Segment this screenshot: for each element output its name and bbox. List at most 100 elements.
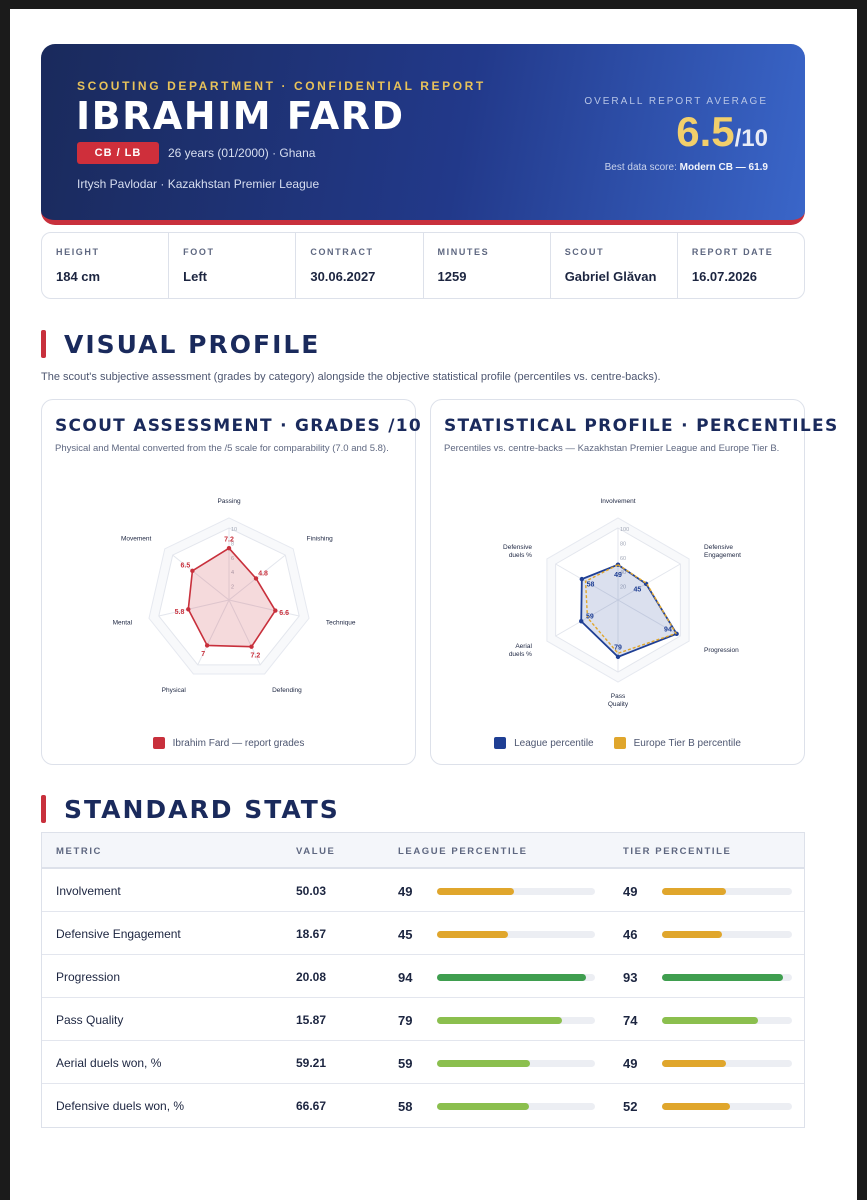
- tier-percentile-bar-fill: [662, 1017, 759, 1024]
- legend-label: League percentile: [514, 737, 594, 749]
- section-title: STANDARD STATS: [64, 794, 340, 824]
- table-row: Defensive Engagement 18.67 45 46: [42, 912, 804, 955]
- metric-name: Defensive duels won, %: [56, 1099, 185, 1113]
- league-percentile-bar: [437, 931, 595, 938]
- radar-axis-label: Finishing: [307, 536, 333, 543]
- report-header: SCOUTING DEPARTMENT · CONFIDENTIAL REPOR…: [41, 44, 805, 225]
- league-percentile: 49: [398, 884, 413, 899]
- metric-name: Involvement: [56, 884, 121, 898]
- league-percentile-bar-fill: [437, 1103, 529, 1110]
- info-value: 16.07.2026: [691, 269, 757, 284]
- league-percentile: 45: [398, 927, 413, 942]
- radar-tick-label: 10: [231, 527, 237, 533]
- radar-axis-label-line: Defensive: [704, 544, 733, 551]
- table-body: Involvement 50.03 49 49 Defensive Engagement…: [42, 869, 804, 1127]
- radar-spoke: [555, 599, 619, 637]
- league-percentile: 94: [398, 970, 413, 985]
- radar-value-label: 5.8: [175, 609, 185, 616]
- radar-axis-label-line: Defensive: [503, 544, 532, 551]
- radar-data-point: [204, 643, 210, 648]
- metric-name: Aerial duels won, %: [56, 1056, 162, 1070]
- metric-name: Defensive Engagement: [56, 927, 181, 941]
- metric-value: 66.67: [296, 1099, 327, 1113]
- department-label: SCOUTING DEPARTMENT · CONFIDENTIAL REPOR…: [77, 79, 486, 93]
- radar-value-label: 7: [201, 651, 205, 658]
- league-percentile-bar: [437, 1060, 595, 1067]
- radar-axis-label: Physical: [162, 687, 187, 694]
- overall-label: OVERALL REPORT AVERAGE: [584, 96, 768, 107]
- info-label: FOOT: [183, 247, 215, 257]
- legend-label: Ibrahim Fard — report grades: [172, 737, 305, 749]
- radar-axis-label-line: Defending: [272, 687, 302, 694]
- age-nationality: 26 years (01/2000) · Ghana: [168, 146, 316, 160]
- radar-data-point: [579, 576, 585, 582]
- radar-axis-label: Technique: [326, 620, 356, 627]
- info-minutes: MINUTES 1259: [424, 233, 551, 298]
- card-subtitle: Percentiles vs. centre-backs — Kazakhsta…: [444, 443, 780, 454]
- radar-axis-label-line: Movement: [121, 536, 152, 543]
- radar-data-point: [190, 568, 195, 574]
- radar-data-point: [615, 654, 621, 660]
- info-height: HEIGHT 184 cm: [42, 233, 170, 298]
- table-row: Defensive duels won, % 66.67 58 52: [42, 1084, 804, 1127]
- radar-value-label: 58: [587, 582, 595, 589]
- tier-percentile-bar-fill: [662, 931, 722, 938]
- standard-stats-table: METRIC VALUE LEAGUE PERCENTILE TIER PERC…: [41, 832, 805, 1128]
- league-percentile-bar-fill: [437, 888, 515, 895]
- radar-axis-label-line: Involvement: [600, 498, 635, 505]
- radar-axis-label-line: Technique: [326, 620, 356, 627]
- table-row: Pass Quality 15.87 79 74: [42, 998, 804, 1041]
- metric-name: Progression: [56, 970, 121, 984]
- league-percentile-bar-fill: [437, 1017, 562, 1024]
- tier-percentile-bar-fill: [662, 974, 783, 981]
- legend-item: Ibrahim Fard — report grades: [152, 737, 305, 749]
- league-percentile-bar-fill: [437, 931, 509, 938]
- league-percentile: 58: [398, 1099, 413, 1114]
- player-name: IBRAHIM FARD: [76, 94, 405, 138]
- radar-spoke: [228, 599, 261, 666]
- radar-axis-label-line: Progression: [704, 647, 739, 654]
- radar-tick-label: 80: [620, 541, 626, 547]
- legend-item: League percentile: [494, 737, 594, 749]
- metric-value: 18.67: [296, 927, 327, 941]
- radar-axis-label: Progression: [704, 647, 739, 654]
- radar-spoke: [172, 554, 230, 601]
- best-data-value: Modern CB — 61.9: [679, 162, 768, 173]
- radar-axis-label: Passing: [217, 498, 241, 505]
- info-value: Gabriel Glăvan: [564, 269, 657, 284]
- radar-spoke: [617, 563, 681, 601]
- card-title: STATISTICAL PROFILE · PERCENTILES: [444, 416, 839, 436]
- radar-data-point: [186, 607, 191, 612]
- radar-value-label: 49: [614, 572, 622, 579]
- radar-tick-label: 2: [231, 585, 234, 591]
- table-header: METRIC VALUE LEAGUE PERCENTILE TIER PERC…: [42, 833, 804, 869]
- overall-score-denominator: /10: [734, 125, 768, 152]
- radar-spoke: [617, 599, 681, 637]
- tier-percentile-bar-fill: [662, 1060, 726, 1067]
- info-label: MINUTES: [437, 247, 490, 257]
- scout-assessment-card: SCOUT ASSESSMENT · GRADES /10 Physical a…: [41, 399, 421, 765]
- radar-series-shape: [187, 547, 277, 648]
- info-foot: FOOT Left: [169, 233, 297, 298]
- tier-percentile-bar: [662, 1103, 792, 1110]
- player-info-strip: HEIGHT 184 cm FOOT Left CONTRACT 30.06.2027…: [41, 232, 805, 299]
- section-accent-bar: [41, 330, 46, 358]
- league-percentile-bar-fill: [437, 974, 586, 981]
- radar-data-point: [249, 644, 254, 649]
- info-contract: CONTRACT 30.06.2027: [296, 233, 424, 298]
- league-percentile-bar: [437, 1017, 595, 1024]
- info-scout: SCOUT Gabriel Glăvan: [551, 233, 678, 298]
- radar-tick-label: 8: [231, 541, 234, 547]
- table-row: Involvement 50.03 49 49: [42, 869, 804, 912]
- percentile-radar-chart: 20 40 60 80 100 49 45 94 79 59 58 Involvement Defens…: [503, 498, 741, 708]
- section-accent-bar: [41, 795, 46, 823]
- radar-axis-label: Defending: [272, 687, 302, 694]
- tier-percentile-bar: [662, 974, 792, 981]
- best-data-label: Best data score:: [604, 162, 677, 173]
- radar-value-label: 6.6: [279, 610, 289, 617]
- radar-axis-label-line: Mental: [113, 620, 133, 627]
- tier-percentile: 46: [623, 927, 638, 942]
- legend-swatch: [613, 737, 626, 749]
- radar-value-label: 6.5: [181, 563, 191, 570]
- card-subtitle: Physical and Mental converted from the /…: [55, 443, 389, 454]
